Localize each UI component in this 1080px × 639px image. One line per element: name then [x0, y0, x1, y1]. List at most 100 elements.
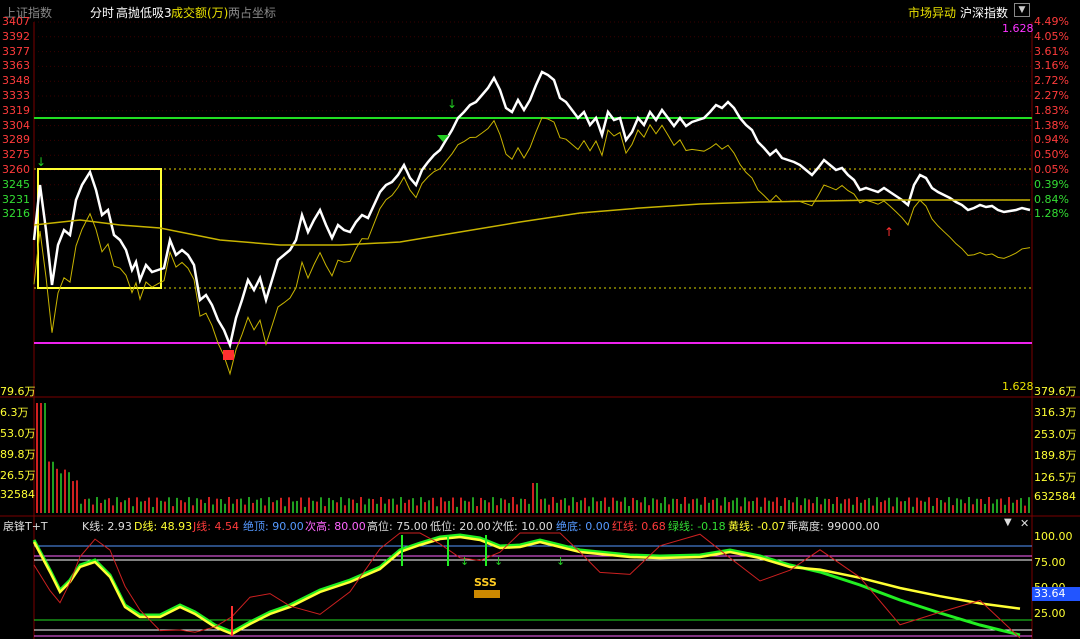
price-tick-right: 0.84%: [1034, 192, 1069, 206]
volume-bar: [548, 504, 550, 513]
volume-bar: [880, 502, 882, 513]
price-tick-left: 3377: [2, 44, 30, 58]
volume-bar: [220, 499, 222, 513]
volume-bar: [692, 499, 694, 513]
volume-bar: [868, 498, 870, 513]
volume-bar: [864, 499, 866, 513]
volume-bar: [164, 501, 166, 513]
volume-bar: [900, 501, 902, 513]
volume-bar: [540, 499, 542, 513]
volume-bar: [388, 499, 390, 513]
bottom-right-value: 1.628: [1002, 380, 1034, 393]
coord-label[interactable]: 两占坐标: [228, 6, 277, 20]
volume-bar: [560, 499, 562, 513]
close-icon[interactable]: ✕: [1020, 517, 1030, 530]
volume-bar: [664, 497, 666, 513]
volume-bar: [564, 498, 566, 513]
volume-bar: [212, 504, 214, 513]
volume-tick-left: 89.8万: [0, 448, 36, 461]
price-line: [32, 70, 1031, 350]
volume-bar: [108, 498, 110, 513]
volume-bar: [300, 497, 302, 513]
highlight-box: [37, 168, 162, 289]
volume-bar: [704, 497, 706, 513]
price-tick-right: 2.72%: [1034, 74, 1069, 88]
volume-bar: [160, 500, 162, 513]
volume-bar: [656, 499, 658, 513]
volume-bar: [796, 497, 798, 513]
volume-bar: [760, 506, 762, 513]
d-line-value: D线: 48.93: [134, 520, 193, 533]
volume-bar: [68, 472, 70, 513]
indicator-name[interactable]: 扆锋T+T: [3, 520, 48, 533]
green-line-value: 绿线: -0.18: [668, 520, 726, 533]
indicator-menu-icon[interactable]: ▼: [1004, 517, 1012, 528]
price-tick-left: 3392: [2, 29, 30, 43]
sss-label: SSS: [474, 576, 497, 589]
indicator-tick-right: 100.00: [1034, 530, 1073, 543]
volume-tick-left: 26.5万: [0, 469, 36, 482]
volume-bar: [588, 506, 590, 513]
volume-bar: [504, 499, 506, 513]
price-tick-left: 3216: [2, 207, 30, 221]
volume-bar: [512, 497, 514, 513]
volume-bar: [1004, 504, 1006, 513]
volume-bar: [216, 498, 218, 513]
volume-bar: [928, 497, 930, 513]
low-level-value: 低位: 20.00: [430, 520, 491, 533]
volume-bar: [180, 500, 182, 513]
chevron-down-icon[interactable]: ▼: [1014, 3, 1030, 17]
price-tick-right: 2.27%: [1034, 89, 1069, 102]
volume-bar: [620, 501, 622, 513]
price-tick-right: 1.83%: [1034, 103, 1069, 117]
volume-bar: [316, 501, 318, 513]
volume-bar: [980, 498, 982, 513]
volume-bar: [228, 497, 230, 513]
volume-bar: [508, 503, 510, 513]
volume-bar: [648, 505, 650, 513]
volume-bar: [768, 500, 770, 513]
volume-bar: [516, 504, 518, 513]
down-arrow-icon: ↓: [494, 555, 503, 568]
volume-bar: [680, 503, 682, 513]
volume-bar: [876, 497, 878, 513]
volume-bar: [168, 497, 170, 513]
sublow-level-value: 次低: 10.00: [492, 520, 553, 533]
volume-bar: [436, 506, 438, 513]
volume-bar: [200, 499, 202, 513]
volume-bar: [280, 497, 282, 513]
price-tick-right: 3.61%: [1034, 44, 1069, 58]
index-name[interactable]: 上证指数: [4, 6, 53, 20]
volume-bar: [336, 502, 338, 513]
volume-bar: [1020, 498, 1022, 513]
volume-bar: [64, 469, 66, 513]
volume-bar: [360, 497, 362, 513]
indicator-tick-right: 25.00: [1034, 606, 1066, 620]
volume-bar: [124, 500, 126, 513]
volume-bar: [600, 500, 602, 513]
volume-bar: [456, 506, 458, 513]
hs-index-button[interactable]: 沪深指数: [960, 6, 1009, 20]
volume-bar: [328, 497, 330, 513]
volume-bar: [452, 497, 454, 513]
price-tick-right: 3.16%: [1034, 59, 1069, 73]
indicator-tick-right: 75.00: [1034, 555, 1066, 569]
volume-bar: [248, 497, 250, 513]
price-tick-left: 3363: [2, 59, 30, 73]
mode-tab[interactable]: 分时: [90, 6, 115, 20]
volume-bar: [984, 503, 986, 513]
down-arrow-icon: ↓: [460, 555, 469, 568]
volume-bar: [36, 403, 38, 513]
volume-bar: [424, 502, 426, 513]
volume-label[interactable]: 成交额(万): [171, 6, 229, 20]
volume-bar: [268, 497, 270, 513]
price-tick-right: 1.38%: [1034, 118, 1069, 132]
volume-bar: [744, 497, 746, 513]
strategy-name[interactable]: 高抛低吸3: [116, 6, 172, 20]
volume-bar: [924, 501, 926, 513]
market-anomaly-button[interactable]: 市场异动: [908, 6, 957, 20]
volume-bar: [396, 504, 398, 513]
price-tick-left: 3245: [2, 177, 30, 191]
volume-bar: [748, 501, 750, 513]
